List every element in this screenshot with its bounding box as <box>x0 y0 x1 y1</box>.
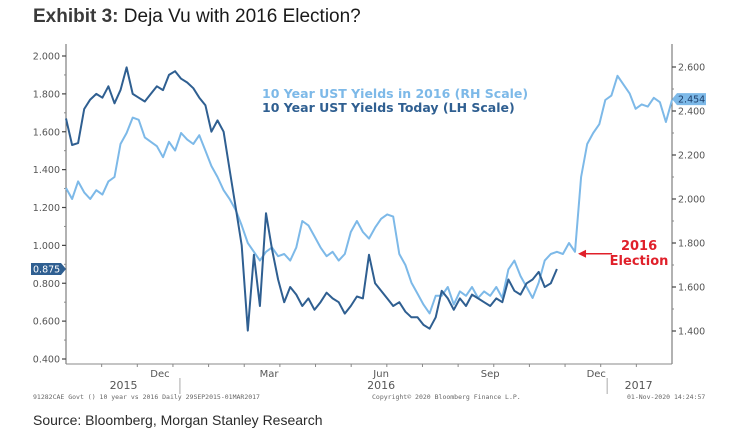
legend-entry-2016: 10 Year UST Yields in 2016 (RH Scale) <box>262 86 528 101</box>
right-tick-label: 1.800 <box>678 239 705 250</box>
series-line-today <box>65 66 558 332</box>
right-tick-label: 1.400 <box>678 327 705 338</box>
x-year-label: 2017 <box>625 379 653 392</box>
series-group <box>65 66 673 332</box>
annotation-arrow-head <box>578 249 587 258</box>
exhibit-number: Exhibit 3: <box>33 6 119 27</box>
x-year-label: 2015 <box>110 379 138 392</box>
chart-footer: 91282CAE Govt () 10 year vs 2016 Daily 2… <box>33 393 705 401</box>
legend-entry-today: 10 Year UST Yields Today (LH Scale) <box>262 100 515 115</box>
exhibit-title-text: Deja Vu with 2016 Election? <box>123 6 361 27</box>
axes: 0.400 0.600 0.800 1.000 1.200 1.400 1.600 1.800… <box>33 44 705 394</box>
x-month-label: Sep <box>481 369 500 380</box>
x-year-label: 2016 <box>367 379 395 392</box>
exhibit-title: Exhibit 3: Deja Vu with 2016 Election? <box>33 6 361 28</box>
left-tick-label: 1.200 <box>33 203 60 214</box>
right-tick-label: 2.600 <box>678 63 705 74</box>
footer-ticker: 91282CAE Govt () 10 year vs 2016 Daily 2… <box>33 393 260 401</box>
right-tick-label: 2.200 <box>678 151 705 162</box>
footer-timestamp: 01-Nov-2020 14:24:57 <box>627 393 705 401</box>
left-last-value-badge <box>31 263 66 276</box>
left-tick-label: 0.400 <box>33 355 60 366</box>
series-line-2016 <box>65 74 673 315</box>
annotation-text-line: Election <box>610 254 669 269</box>
x-month-label: Jun <box>372 369 389 380</box>
left-tick-label: 0.600 <box>33 317 60 328</box>
source-note: Source: Bloomberg, Morgan Stanley Resear… <box>33 412 323 428</box>
left-last-value-label: 0.875 <box>33 265 60 276</box>
x-month-label: Dec <box>587 369 606 380</box>
left-tick-label: 2.000 <box>33 52 60 63</box>
right-last-value-label: 2.454 <box>678 95 705 106</box>
right-tick-label: 2.400 <box>678 107 705 118</box>
legend: 10 Year UST Yields in 2016 (RH Scale) 10… <box>262 86 528 115</box>
value-badges: 0.875 2.454 <box>31 93 706 276</box>
right-tick-label: 2.000 <box>678 195 705 206</box>
left-tick-label: 1.600 <box>33 127 60 138</box>
left-tick-label: 1.400 <box>33 165 60 176</box>
right-last-value-badge <box>672 93 706 106</box>
x-month-label: Dec <box>150 369 169 380</box>
annotation-text-line: 2016 <box>621 239 657 254</box>
left-tick-label: 0.800 <box>33 279 60 290</box>
x-month-label: Mar <box>260 369 280 380</box>
left-tick-label: 1.800 <box>33 89 60 100</box>
left-tick-label: 1.000 <box>33 241 60 252</box>
footer-copyright: Copyright© 2020 Bloomberg Finance L.P. <box>372 393 521 401</box>
right-tick-label: 1.600 <box>678 283 705 294</box>
